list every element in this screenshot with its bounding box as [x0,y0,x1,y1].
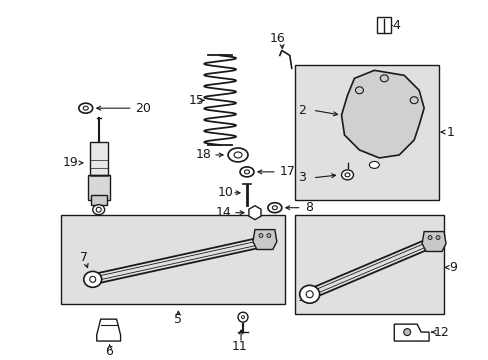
Ellipse shape [238,312,247,322]
Ellipse shape [299,285,319,303]
Bar [294,66,438,200]
Ellipse shape [234,152,242,158]
Text: 6: 6 [104,345,112,357]
Text: 8: 8 [304,201,312,214]
Ellipse shape [93,205,104,215]
Ellipse shape [435,235,439,239]
Polygon shape [393,324,428,341]
Text: 5: 5 [174,312,182,326]
Text: 18: 18 [195,148,211,161]
Ellipse shape [83,106,88,110]
Polygon shape [252,230,276,249]
Ellipse shape [380,75,387,82]
Polygon shape [341,70,423,158]
Polygon shape [248,206,261,220]
Text: 12: 12 [433,325,449,339]
Text: 7: 7 [80,251,88,264]
Text: 20: 20 [135,102,151,115]
Bar [377,17,390,32]
Ellipse shape [79,103,93,113]
Ellipse shape [259,234,263,238]
Ellipse shape [267,203,281,213]
Text: 9: 9 [448,261,456,274]
Bar [61,215,284,304]
Text: 17: 17 [279,165,295,178]
Bar [87,175,109,200]
Ellipse shape [355,87,363,94]
Ellipse shape [305,291,312,298]
Polygon shape [421,231,445,252]
Ellipse shape [241,316,244,319]
Ellipse shape [403,329,410,336]
Text: 3: 3 [297,171,305,184]
Ellipse shape [345,173,349,177]
Ellipse shape [244,170,249,174]
Ellipse shape [266,234,270,238]
Text: 10: 10 [218,186,234,199]
Ellipse shape [341,170,353,180]
Ellipse shape [272,206,277,210]
Bar [90,142,107,175]
Ellipse shape [409,97,417,104]
Text: 13: 13 [297,291,313,304]
Ellipse shape [240,167,253,177]
Text: 19: 19 [63,156,79,170]
Ellipse shape [90,276,96,282]
Text: 15: 15 [188,94,203,107]
Ellipse shape [227,148,247,162]
Text: 2: 2 [297,104,305,117]
Bar [294,215,443,314]
Text: 16: 16 [269,32,285,45]
Text: 14: 14 [216,206,231,219]
Bar [91,195,106,205]
Ellipse shape [427,235,431,239]
Ellipse shape [96,207,101,212]
Text: 11: 11 [232,339,247,352]
Text: 4: 4 [391,19,399,32]
Ellipse shape [83,271,102,287]
Ellipse shape [368,161,379,168]
Polygon shape [97,319,121,341]
Text: 1: 1 [446,126,454,139]
